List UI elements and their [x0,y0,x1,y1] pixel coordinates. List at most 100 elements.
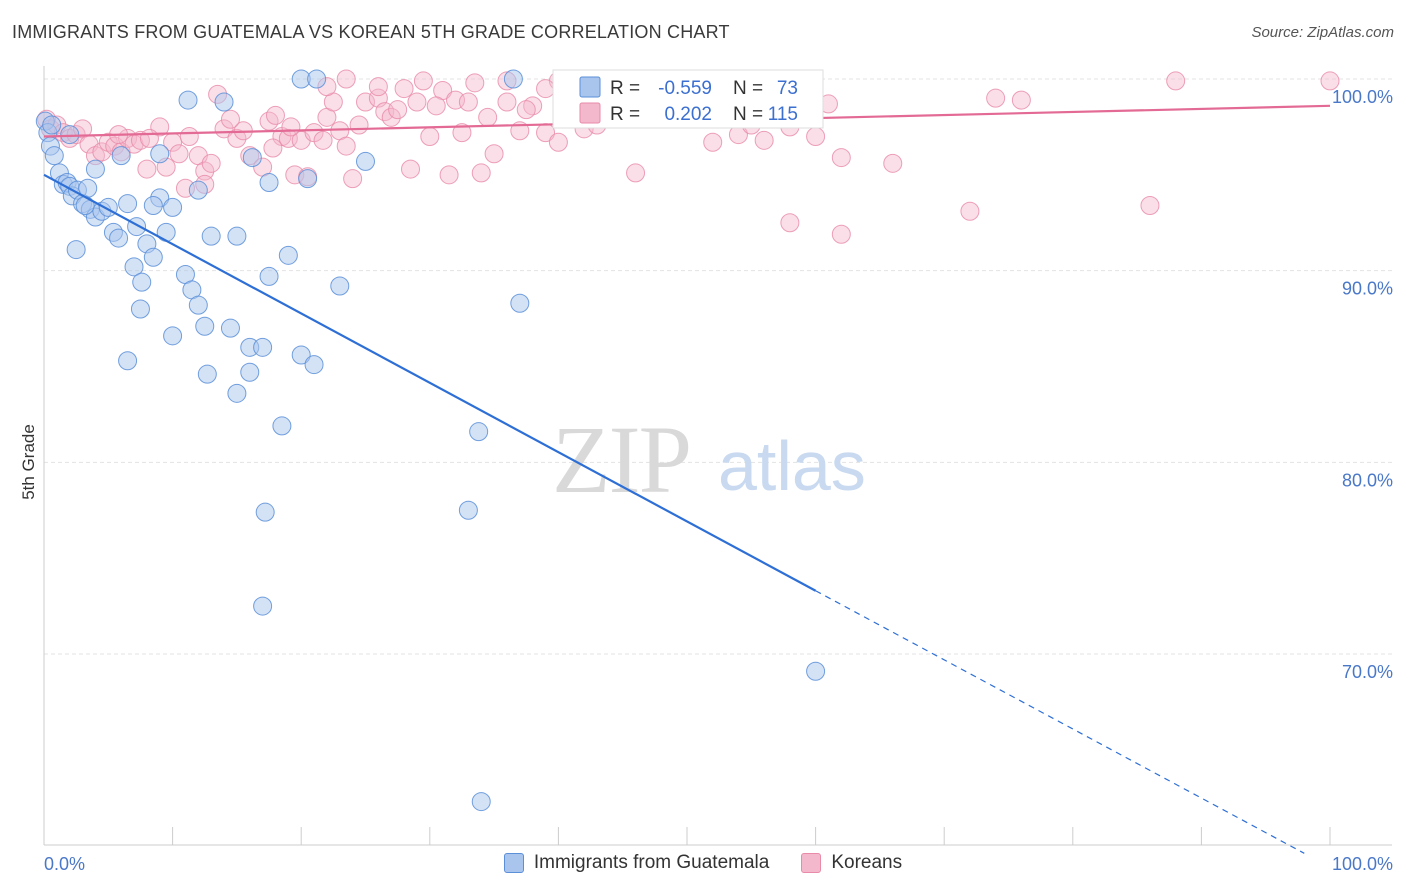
x-tick-label-0: 0.0% [44,854,85,874]
y-tick-label-1: 90.0% [1342,279,1393,299]
korean-point-49 [420,127,440,146]
korean-point-60 [548,132,568,152]
korean-point-66 [626,163,646,183]
bottom-legend-item-guatemala: Immigrants from Guatemala [503,852,770,874]
guatemala-trend-extension [815,590,1305,854]
guatemala-point-3 [44,146,64,166]
guatemala-point-20 [124,257,144,277]
legend-r-label-2: R = [610,104,640,125]
legend-box: R = -0.559 N = 73 R = 0.202 N = 115 [552,69,824,129]
korean-point-46 [381,107,401,127]
guatemala-point-49 [253,596,273,616]
guatemala-point-58 [214,92,234,112]
legend-swatch-guatemala [579,76,601,98]
guatemala-point-30 [195,316,215,336]
guatemala-point-31 [201,226,221,246]
korean-point-110 [388,100,408,120]
bottom-legend-swatch-koreans [801,853,822,873]
guatemala-point-71 [42,115,62,135]
korean-point-20 [169,144,189,164]
guatemala-point-36 [259,266,279,286]
y-tick-label-0: 100.0% [1332,87,1393,107]
watermark-atlas: atlas [718,427,866,505]
korean-point-24 [201,153,221,173]
korean-point-112 [349,115,369,135]
korean-point-73 [754,130,774,150]
guatemala-point-54 [471,792,491,812]
guatemala-point-52 [510,293,530,313]
korean-point-111 [426,96,446,116]
chart-title: IMMIGRANTS FROM GUATEMALA VS KOREAN 5TH … [12,22,730,42]
guatemala-point-21 [132,272,152,292]
legend-n-value-2: 115 [768,104,798,125]
guatemala-point-65 [143,196,163,215]
korean-point-82 [960,201,980,221]
korean-point-91 [478,107,498,127]
korean-point-108 [179,127,199,146]
bottom-legend: Immigrants from Guatemala Koreans [0,852,1406,874]
korean-point-98 [413,71,433,91]
korean-point-87 [1320,71,1340,91]
guatemala-point-48 [255,502,275,522]
korean-point-83 [986,88,1006,108]
korean-point-107 [313,130,333,150]
korean-point-84 [1011,90,1031,110]
korean-point-47 [394,79,414,99]
guatemala-point-35 [253,337,273,357]
y-tick-label-2: 80.0% [1342,470,1393,490]
guatemala-point-45 [197,364,217,384]
korean-point-79 [831,224,851,244]
guatemala-point-41 [66,240,86,260]
guatemala-point-37 [278,245,298,265]
y-tick-labels: 100.0% 90.0% 80.0% 70.0% [1332,87,1393,682]
korean-point-101 [516,100,536,120]
legend-n-value-1: 73 [777,78,798,99]
guatemala-points [35,69,826,812]
korean-point-106 [368,77,388,97]
korean-point-96 [263,138,283,158]
guatemala-point-69 [227,226,247,246]
guatemala-point-57 [503,69,523,89]
guatemala-point-29 [188,295,208,315]
korean-point-54 [471,163,491,183]
guatemala-point-44 [163,326,183,346]
korean-point-55 [484,144,504,164]
guatemala-point-68 [298,169,318,189]
watermark: ZIP atlas [552,406,866,513]
korean-point-42 [343,169,363,189]
korean-point-76 [806,127,826,146]
guatemala-point-62 [242,148,262,168]
guatemala-point-59 [178,90,198,110]
korean-point-85 [1140,196,1160,215]
korean-point-32 [265,105,285,125]
guatemala-point-61 [150,144,170,164]
legend-r-value-1: -0.559 [658,78,712,99]
axes [43,66,1392,846]
bottom-legend-label-guatemala: Immigrants from Guatemala [533,852,770,873]
legend-r-label-1: R = [610,78,640,99]
guatemala-point-42 [118,351,138,371]
legend-n-label-2: N = [733,104,763,125]
korean-point-113 [281,117,301,137]
guatemala-point-39 [304,355,324,375]
bottom-legend-swatch-guatemala [503,853,524,873]
korean-point-100 [536,79,556,99]
guatemala-point-56 [307,69,327,89]
watermark-zip: ZIP [552,406,690,513]
guatemala-point-40 [330,276,350,296]
korean-point-53 [458,92,478,112]
korean-point-92 [439,165,459,185]
legend-n-label-1: N = [733,78,763,99]
bottom-legend-item-koreans: Koreans [801,852,902,874]
guatemala-point-33 [227,383,247,403]
korean-point-43 [356,92,375,112]
korean-point-56 [497,92,517,112]
guatemala-point-32 [220,318,240,338]
guatemala-point-38 [291,345,311,365]
guatemala-point-25 [156,222,176,242]
guatemala-point-70 [60,125,80,145]
korean-point-78 [780,213,800,233]
y-tick-label-3: 70.0% [1342,662,1393,682]
